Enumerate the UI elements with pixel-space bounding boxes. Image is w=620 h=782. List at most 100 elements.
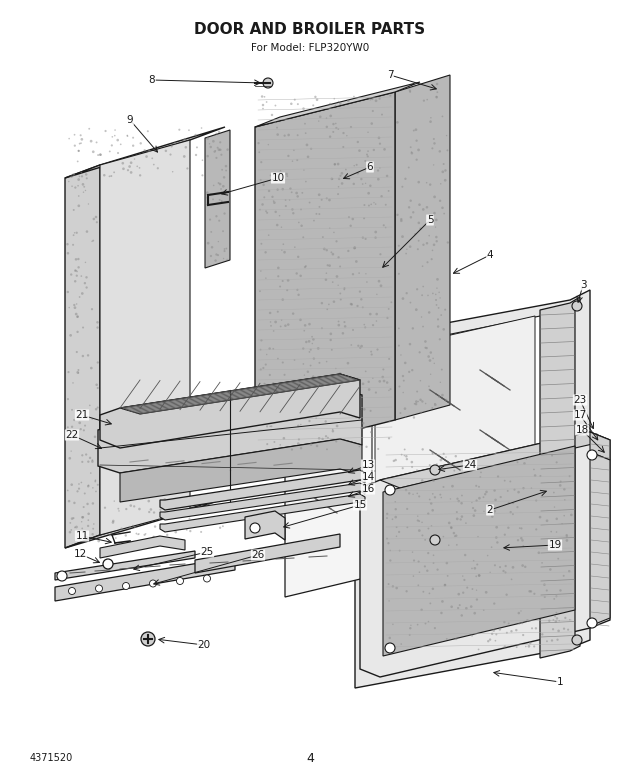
- Point: [259, 178, 268, 191]
- Point: [267, 191, 277, 203]
- Point: [339, 283, 349, 296]
- Point: [275, 394, 285, 407]
- Point: [412, 465, 422, 477]
- Point: [406, 619, 416, 632]
- Point: [525, 637, 535, 649]
- Point: [364, 91, 374, 104]
- Point: [432, 91, 441, 103]
- Point: [420, 533, 430, 546]
- Point: [454, 495, 464, 508]
- Point: [78, 178, 88, 191]
- Point: [453, 602, 463, 615]
- Point: [397, 181, 407, 193]
- Point: [338, 327, 348, 339]
- Point: [339, 141, 348, 153]
- Point: [286, 186, 296, 199]
- Text: 12: 12: [73, 549, 87, 559]
- Point: [552, 526, 562, 538]
- Point: [134, 528, 144, 540]
- Point: [149, 158, 159, 170]
- Point: [405, 296, 415, 309]
- Point: [435, 195, 445, 207]
- Point: [490, 493, 500, 506]
- Point: [437, 364, 447, 376]
- Point: [79, 181, 89, 193]
- Point: [542, 584, 552, 597]
- Point: [91, 485, 101, 497]
- Point: [394, 380, 404, 393]
- Point: [270, 99, 280, 112]
- Point: [547, 449, 557, 461]
- Point: [474, 480, 484, 493]
- Point: [352, 159, 361, 171]
- Text: 9: 9: [126, 115, 133, 125]
- Point: [360, 321, 370, 334]
- Point: [394, 339, 404, 352]
- Point: [443, 144, 453, 156]
- Point: [425, 178, 435, 191]
- Point: [122, 503, 131, 515]
- Point: [368, 105, 378, 117]
- Point: [490, 559, 500, 572]
- Point: [293, 98, 303, 110]
- Point: [501, 560, 511, 572]
- Point: [141, 150, 151, 163]
- Point: [281, 199, 291, 212]
- Point: [91, 474, 100, 486]
- Point: [382, 512, 392, 525]
- Point: [296, 418, 306, 431]
- Point: [505, 475, 515, 488]
- Point: [216, 149, 226, 161]
- Point: [322, 120, 332, 133]
- Point: [448, 480, 458, 493]
- Point: [323, 432, 333, 444]
- Point: [508, 497, 518, 509]
- Point: [325, 260, 335, 272]
- Point: [78, 511, 88, 523]
- Point: [443, 236, 453, 249]
- Text: 25: 25: [200, 547, 214, 557]
- Point: [371, 386, 381, 399]
- Point: [485, 633, 495, 646]
- Point: [255, 285, 265, 297]
- Point: [278, 274, 288, 287]
- Point: [125, 521, 135, 533]
- Point: [215, 136, 225, 149]
- Point: [70, 427, 80, 439]
- Point: [355, 440, 365, 453]
- Point: [435, 376, 445, 389]
- Point: [436, 309, 446, 321]
- Point: [306, 343, 316, 356]
- Point: [361, 365, 371, 378]
- Point: [76, 137, 86, 149]
- Point: [564, 565, 574, 577]
- Point: [337, 387, 347, 400]
- Point: [185, 520, 195, 533]
- Point: [407, 145, 417, 158]
- Point: [401, 484, 411, 497]
- Point: [185, 512, 195, 525]
- Point: [71, 181, 81, 194]
- Point: [216, 143, 226, 156]
- Point: [184, 506, 194, 518]
- Polygon shape: [590, 432, 610, 460]
- Point: [92, 136, 102, 149]
- Text: 7: 7: [387, 70, 393, 80]
- Point: [420, 335, 430, 348]
- Point: [208, 135, 218, 148]
- Point: [563, 623, 573, 636]
- Point: [400, 443, 410, 456]
- Point: [197, 122, 206, 135]
- Point: [349, 404, 359, 416]
- Point: [266, 169, 276, 181]
- Point: [80, 419, 90, 432]
- Point: [79, 186, 89, 199]
- Point: [394, 239, 404, 252]
- Point: [362, 276, 372, 289]
- Point: [379, 143, 389, 156]
- Point: [421, 397, 431, 410]
- Point: [392, 521, 402, 533]
- Point: [451, 529, 461, 542]
- Point: [428, 549, 438, 561]
- Polygon shape: [245, 511, 285, 540]
